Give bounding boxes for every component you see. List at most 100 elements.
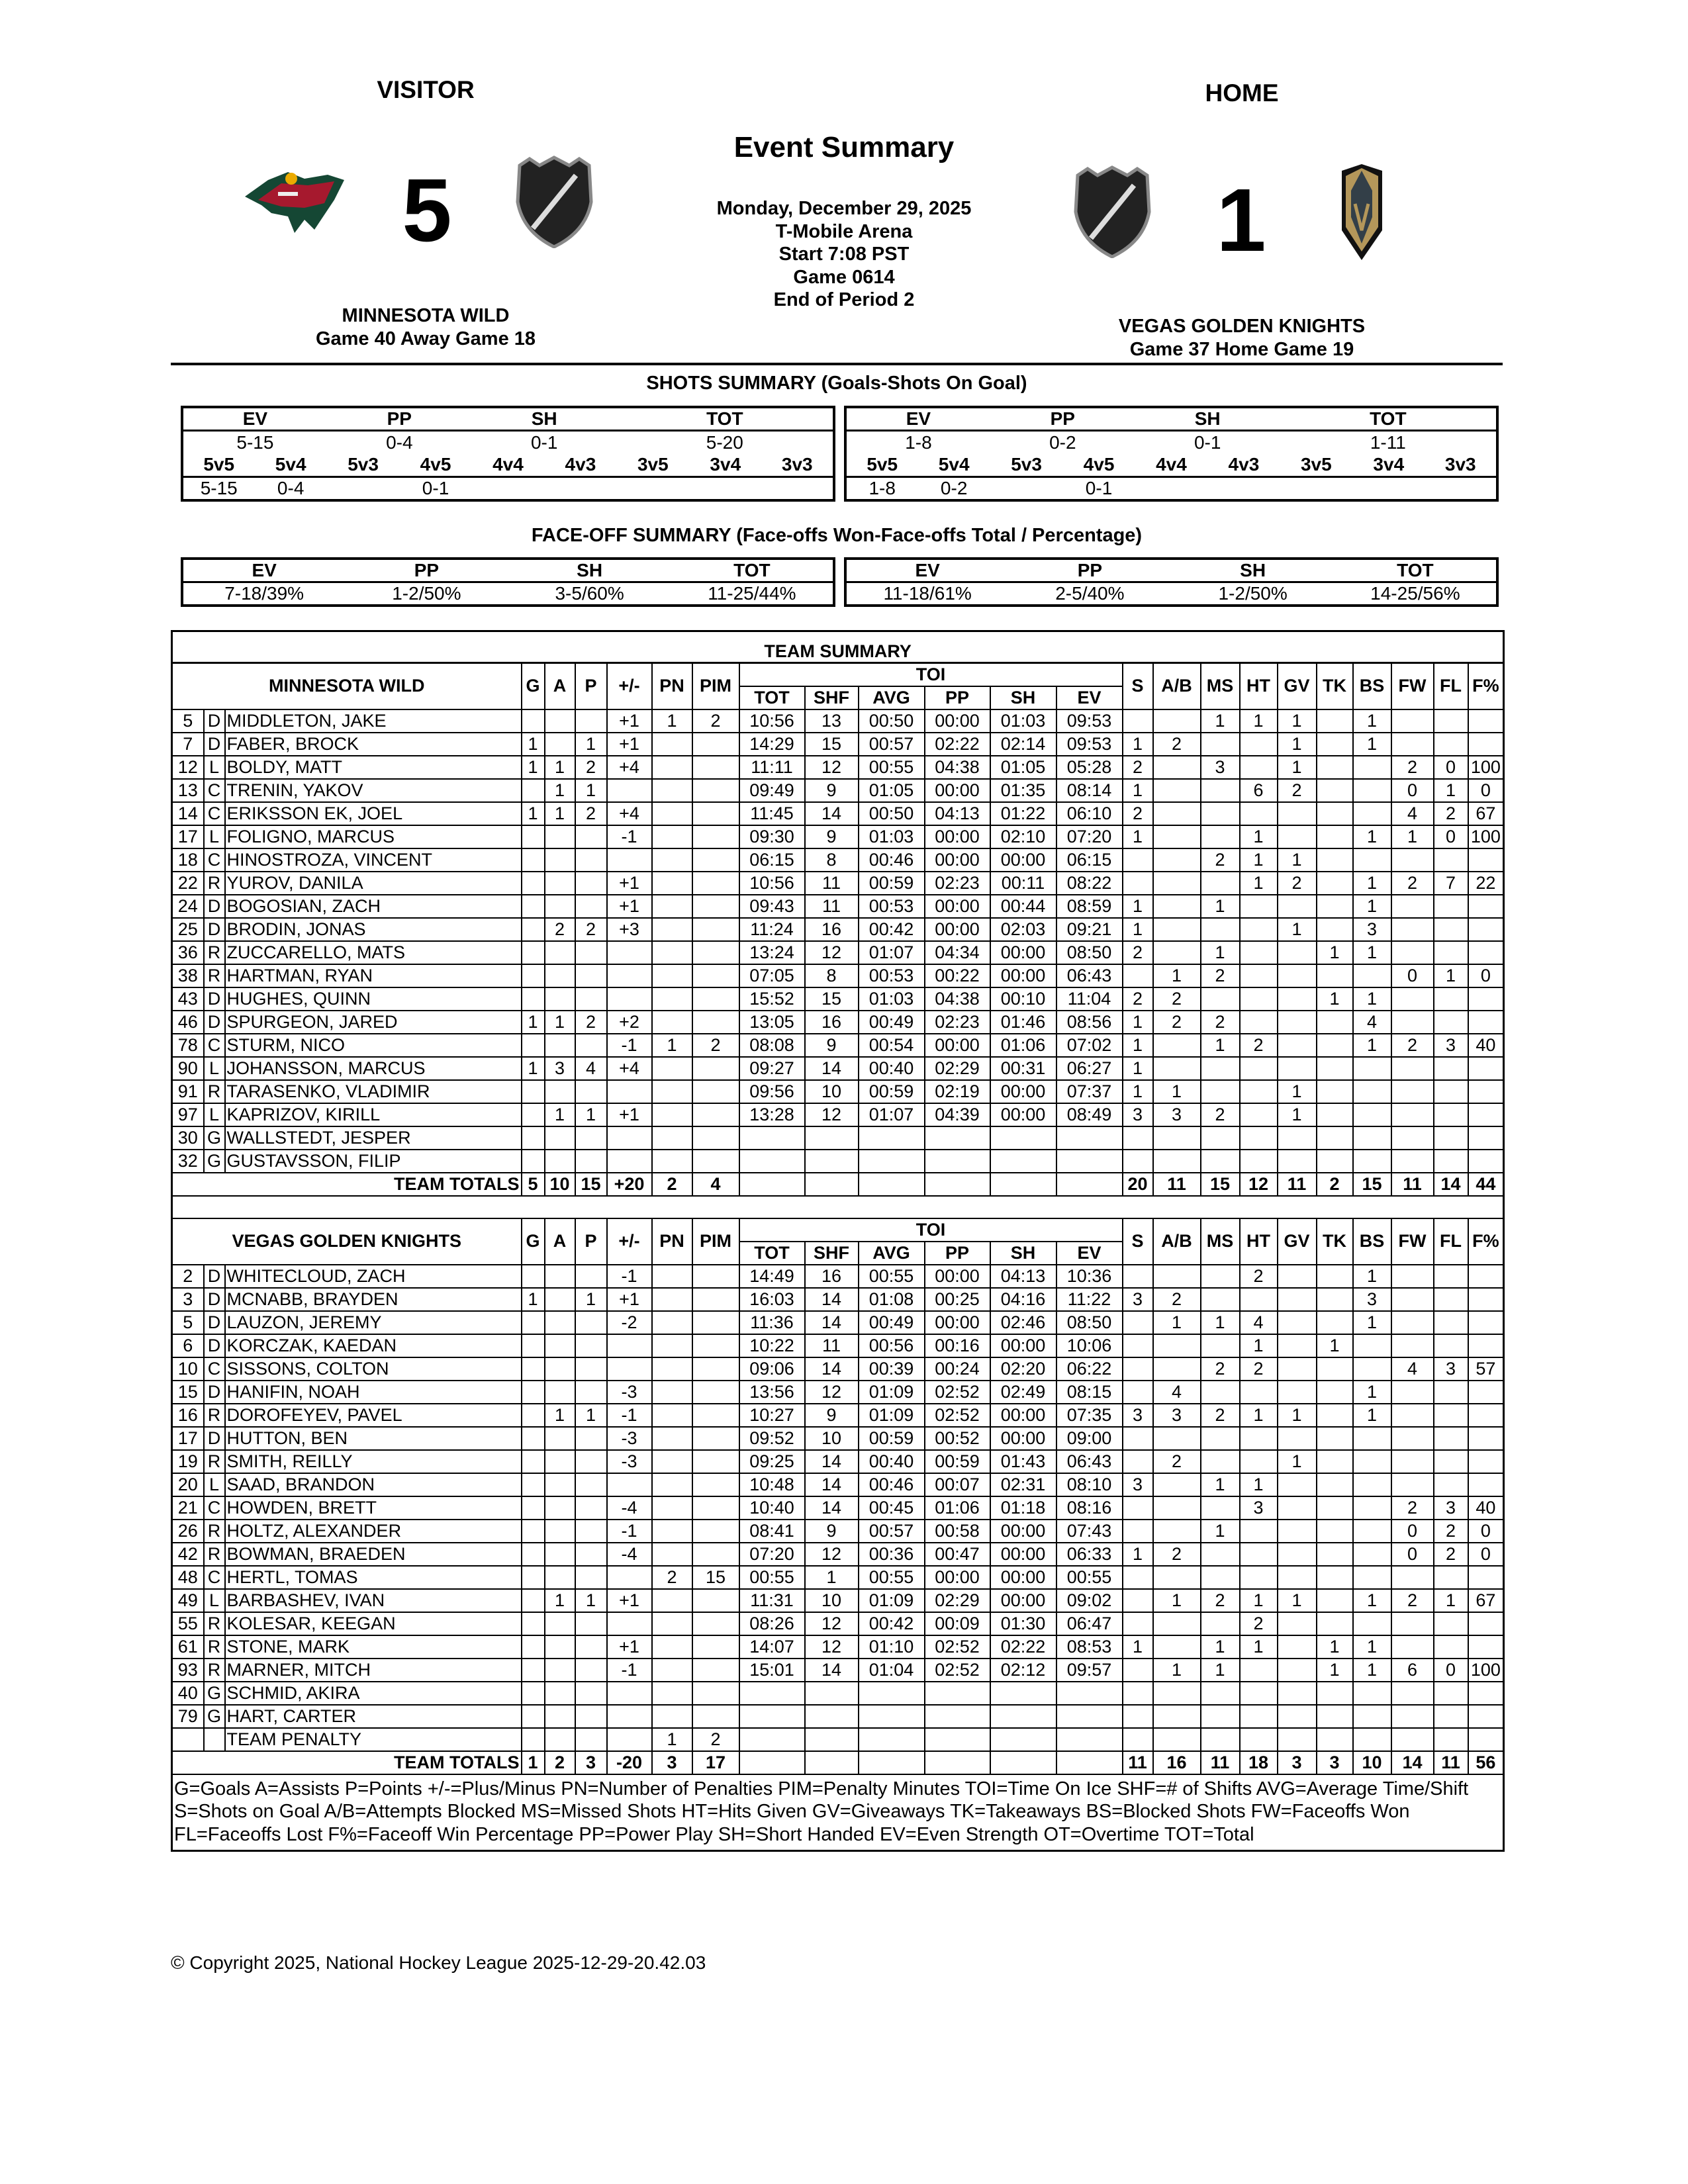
stat-penalty-minutes <box>691 1056 740 1081</box>
stat-faceoffs-won <box>1390 708 1434 733</box>
stat-toi-pp: 02:22 <box>923 731 991 756</box>
player-number: 20 <box>171 1472 205 1497</box>
player-position: C <box>203 801 226 826</box>
team-totals-label: TEAM TOTALS <box>171 1750 522 1775</box>
stat-toi-ev <box>1055 1727 1123 1752</box>
stat-toi-pp: 02:19 <box>923 1079 991 1104</box>
stat-shots: 3 <box>1121 1472 1154 1497</box>
stat-points <box>574 1310 608 1335</box>
stat-faceoffs-lost <box>1432 1426 1469 1451</box>
stat-assists <box>543 1263 576 1289</box>
stat-blocked-shots: 1 <box>1352 1032 1392 1058</box>
stat-toi-pp: 00:22 <box>923 963 991 988</box>
stat-shifts: 14 <box>804 1495 859 1520</box>
player-position: D <box>203 1310 226 1335</box>
player-name: STURM, NICO <box>224 1032 522 1058</box>
stat-toi-pp: 00:00 <box>923 778 991 803</box>
stat-toi-sh: 00:00 <box>989 940 1057 965</box>
stat-shots <box>1121 1310 1154 1335</box>
stat-penalties <box>651 917 693 942</box>
toi-column-header: EV <box>1055 685 1123 710</box>
stat-faceoff-pct <box>1467 1379 1505 1404</box>
stat-avg-shift: 00:53 <box>857 893 925 919</box>
player-position: R <box>203 940 226 965</box>
stat-shifts <box>804 1680 859 1706</box>
total-faceoffs-lost: 14 <box>1432 1171 1469 1197</box>
column-header: A/B <box>1152 662 1201 710</box>
stat-toi-ev: 06:22 <box>1055 1356 1123 1381</box>
player-row: 43 D HUGHES, QUINN 15:52 15 01:03 04:38 00:10 11… <box>171 986 1505 1011</box>
stat-penalty-minutes <box>691 893 740 919</box>
stat-toi-sh: 00:00 <box>989 1541 1057 1567</box>
stat-shots <box>1121 1727 1154 1752</box>
situation-header: 3v4 <box>689 453 762 478</box>
player-position: L <box>203 1102 226 1127</box>
stat-toi-ev: 08:22 <box>1055 870 1123 895</box>
stat-hits: 6 <box>1239 778 1278 803</box>
stat-plus-minus <box>606 1125 653 1150</box>
player-number: 6 <box>171 1333 205 1358</box>
stat-faceoffs-won <box>1390 1102 1434 1127</box>
stat-attempts-blocked <box>1152 1125 1201 1150</box>
divider <box>171 363 1503 365</box>
stat-blocked-shots: 1 <box>1352 1588 1392 1613</box>
stat-faceoff-pct <box>1467 1565 1505 1590</box>
stat-hits <box>1239 1125 1278 1150</box>
faceoff-value-row: 7-18/39% 1-2/50% 3-5/60% 11-25/44% <box>182 582 834 606</box>
stat-faceoffs-lost: 1 <box>1432 778 1469 803</box>
player-position: D <box>203 1333 226 1358</box>
player-name: TARASENKO, VLADIMIR <box>224 1079 522 1104</box>
stat-takeaways <box>1315 870 1354 895</box>
stat-giveaways <box>1276 1634 1317 1659</box>
player-row: 90 L JOHANSSON, MARCUS 1 3 4 +4 09:27 14 00:40 02:… <box>171 1056 1505 1081</box>
stat-takeaways <box>1315 1680 1354 1706</box>
stat-toi-total: 07:05 <box>738 963 806 988</box>
stat-avg-shift: 00:46 <box>857 847 925 872</box>
situation-header: 3v4 <box>1352 453 1425 478</box>
stat-penalties <box>651 870 693 895</box>
stat-toi-sh: 00:00 <box>989 1079 1057 1104</box>
stat-faceoffs-won: 0 <box>1390 1518 1434 1543</box>
stat-giveaways <box>1276 1704 1317 1729</box>
stat-faceoff-pct <box>1467 1449 1505 1474</box>
stat-points <box>574 1426 608 1451</box>
stat-shots: 2 <box>1121 986 1154 1011</box>
stat-toi-total: 15:01 <box>738 1657 806 1682</box>
stat-penalties <box>651 1333 693 1358</box>
stat-giveaways: 1 <box>1276 1449 1317 1474</box>
stat-attempts-blocked: 2 <box>1152 1287 1201 1312</box>
stat-giveaways: 1 <box>1276 847 1317 872</box>
stat-shifts: 9 <box>804 1032 859 1058</box>
stat-penalties <box>651 1541 693 1567</box>
player-name: LAUZON, JEREMY <box>224 1310 522 1335</box>
stat-toi-pp <box>923 1125 991 1150</box>
column-header: PN <box>651 662 693 710</box>
column-header: PIM <box>691 1217 740 1265</box>
stat-plus-minus <box>606 963 653 988</box>
home-team: VEGAS GOLDEN KNIGHTS Game 37 Home Game 1… <box>1076 315 1407 361</box>
stat-takeaways: 1 <box>1315 940 1354 965</box>
stat-toi-pp <box>923 1704 991 1729</box>
stat-faceoffs-lost: 1 <box>1432 963 1469 988</box>
faceoff-summary-title: FACE-OFF SUMMARY (Face-offs Won-Face-off… <box>531 525 1143 546</box>
player-row: 13 C TRENIN, YAKOV 1 1 09:49 9 01:05 00:00 01:35 0… <box>171 778 1505 803</box>
stat-shifts: 12 <box>804 940 859 965</box>
stat-toi-sh: 00:00 <box>989 1565 1057 1590</box>
stat-toi-pp: 02:29 <box>923 1056 991 1081</box>
stat-toi-total <box>738 1704 806 1729</box>
stat-shots <box>1121 1680 1154 1706</box>
player-position: C <box>203 778 226 803</box>
stat-attempts-blocked: 2 <box>1152 1449 1201 1474</box>
stat-missed-shots: 1 <box>1199 1032 1241 1058</box>
stat-hits: 1 <box>1239 1472 1278 1497</box>
stat-points: 2 <box>574 917 608 942</box>
shots-category-header: PP <box>326 407 472 432</box>
nhl-logo <box>1074 165 1151 258</box>
stat-toi-total: 09:52 <box>738 1426 806 1451</box>
faceoff-category-header: SH <box>1171 559 1335 583</box>
stat-toi-pp: 00:25 <box>923 1287 991 1312</box>
stat-shots: 3 <box>1121 1287 1154 1312</box>
stat-missed-shots: 2 <box>1199 963 1241 988</box>
stat-missed-shots <box>1199 1495 1241 1520</box>
stat-points <box>574 1518 608 1543</box>
